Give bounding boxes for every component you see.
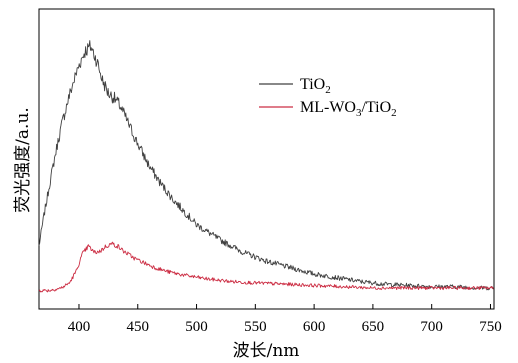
- series-lines: [38, 40, 494, 293]
- legend-label: TiO2: [300, 76, 331, 96]
- x-tick-label: 750: [479, 319, 502, 335]
- x-tick-label: 500: [185, 319, 208, 335]
- legend: TiO2 ML-WO3/TiO2: [259, 76, 397, 119]
- x-tick-label: 400: [68, 319, 91, 335]
- x-tick-label: 650: [362, 319, 385, 335]
- x-tick-label: 700: [420, 319, 443, 335]
- x-tick-label: 550: [244, 319, 267, 335]
- x-axis-title: 波长/nm: [233, 341, 300, 361]
- x-axis-tick-labels: 400 450 500 550 600 650 700 750: [68, 319, 502, 335]
- x-tick-label: 450: [127, 319, 150, 335]
- plot-frame: [38, 8, 495, 310]
- legend-label: ML-WO3/TiO2: [300, 99, 397, 119]
- series-line: [38, 241, 494, 293]
- series-line: [38, 40, 494, 291]
- x-axis-ticks: [78, 304, 491, 309]
- x-tick-label: 600: [303, 319, 326, 335]
- y-axis-title: 荧光强度/a.u.: [13, 107, 33, 213]
